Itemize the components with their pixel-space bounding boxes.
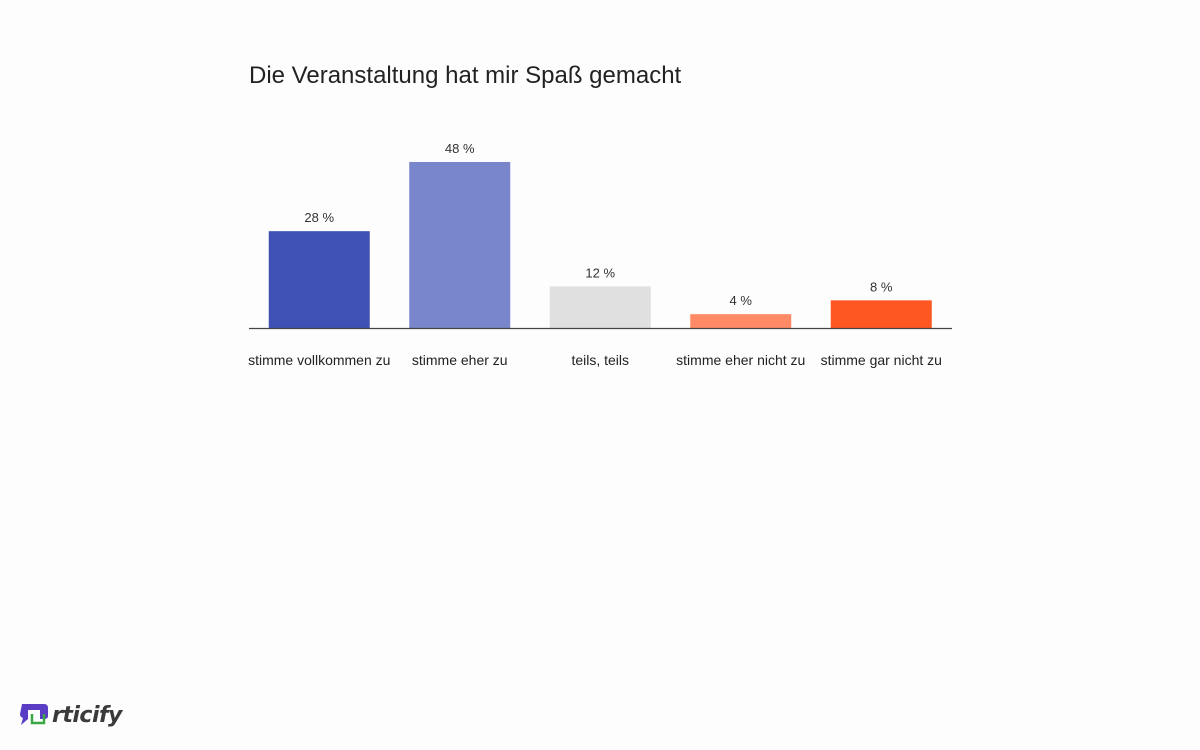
bar [268,231,370,328]
data-label: 28 % [304,210,334,225]
category-label: stimme eher zu [412,352,508,368]
bar [830,300,932,328]
chart-title: Die Veranstaltung hat mir Spaß gemacht [249,62,682,89]
category-label: teils, teils [571,352,629,368]
logo-icon [20,704,48,725]
category-label: stimme gar nicht zu [821,352,942,368]
bar-chart: 28 % stimme vollkommen zu 48 % stimme eher … [248,141,952,368]
data-label: 8 % [870,279,893,294]
logo-text: rticify [52,702,122,728]
bar [549,286,651,328]
logo: rticify [18,702,122,728]
data-label: 12 % [585,266,615,281]
bar [690,314,792,328]
bar [409,162,511,328]
category-label: stimme vollkommen zu [248,352,390,368]
data-label: 48 % [445,141,475,156]
data-label: 4 % [730,293,753,308]
category-label: stimme eher nicht zu [676,352,805,368]
